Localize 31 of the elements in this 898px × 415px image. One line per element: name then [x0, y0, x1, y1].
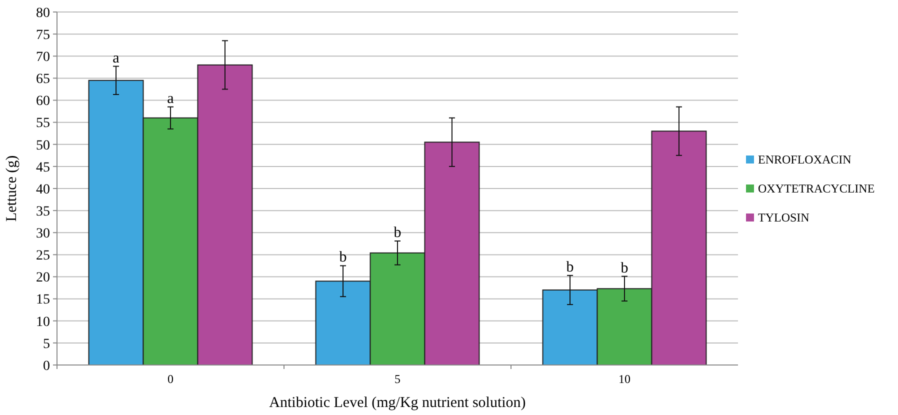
- y-tick-label: 0: [43, 358, 50, 374]
- y-tick-label: 65: [36, 72, 50, 88]
- y-tick-label: 10: [36, 314, 50, 330]
- x-tick-label: 10: [618, 372, 630, 386]
- x-tick-label: 0: [168, 372, 174, 386]
- y-tick-label: 45: [36, 160, 50, 176]
- legend-label: ENROFLOXACIN: [758, 152, 852, 167]
- data-label: a: [167, 90, 174, 107]
- y-tick-label: 20: [36, 270, 50, 286]
- y-tick-label: 25: [36, 248, 50, 264]
- y-tick-label: 60: [36, 94, 50, 110]
- data-label: a: [112, 50, 120, 66]
- y-tick-label: 30: [36, 226, 50, 242]
- y-tick-label: 15: [36, 292, 50, 308]
- data-label: b: [339, 250, 347, 266]
- legend-label: OXYTETRACYCLINE: [758, 182, 875, 196]
- y-tick-label: 80: [36, 6, 50, 21]
- x-tick-label: 5: [394, 372, 400, 386]
- data-label: b: [620, 260, 628, 276]
- y-tick-label: 5: [43, 336, 50, 352]
- y-tick-label: 70: [36, 50, 50, 66]
- y-tick-label: 40: [36, 182, 50, 198]
- legend-label: TYLOSIN: [758, 210, 810, 225]
- data-label: b: [566, 259, 574, 276]
- data-label: b: [394, 225, 402, 242]
- y-tick-label: 55: [36, 116, 50, 132]
- y-tick-label: 35: [36, 204, 50, 220]
- y-tick-label: 75: [36, 28, 50, 43]
- y-tick-label: 50: [36, 138, 50, 154]
- x-axis-title: Antibiotic Level (mg/Kg nutrient solution): [269, 395, 526, 411]
- y-axis-title: Lettuce (g): [4, 155, 20, 222]
